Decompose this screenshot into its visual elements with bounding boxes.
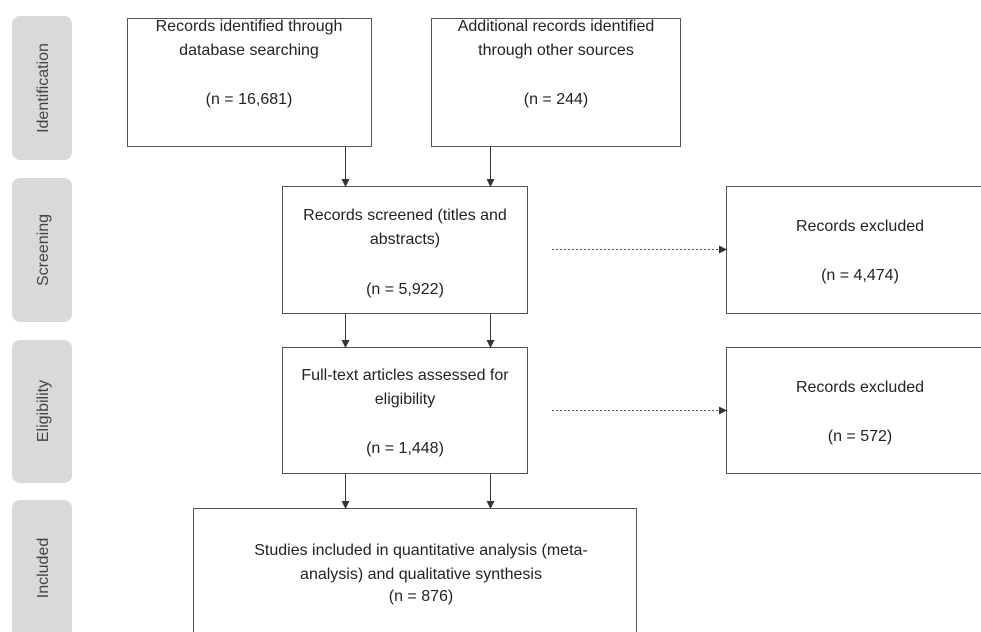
node-text: Records excluded bbox=[796, 379, 924, 396]
node-box bbox=[282, 186, 528, 314]
stage-bg bbox=[12, 340, 72, 483]
node-text: eligibility bbox=[375, 391, 435, 408]
node-box bbox=[193, 508, 637, 632]
node-text: Additional records identified bbox=[458, 18, 655, 35]
stage-label: Included bbox=[35, 538, 52, 599]
node-count: (n = 4,474) bbox=[821, 267, 899, 284]
node-text: analysis) and qualitative synthesis bbox=[300, 566, 542, 583]
node-box bbox=[726, 347, 981, 474]
node-text: database searching bbox=[179, 42, 319, 59]
node-text: Records excluded bbox=[796, 218, 924, 235]
node-count: (n = 244) bbox=[524, 91, 588, 108]
node-text: abstracts) bbox=[370, 231, 440, 248]
stage-bg bbox=[12, 500, 72, 632]
node-count: (n = 572) bbox=[828, 428, 892, 445]
stage-label: Screening bbox=[35, 214, 52, 286]
node-count: (n = 16,681) bbox=[206, 91, 293, 108]
node-count: (n = 1,448) bbox=[366, 440, 444, 457]
node-box bbox=[282, 347, 528, 474]
stage-bg bbox=[12, 16, 72, 160]
node-text: Studies included in quantitative analysi… bbox=[254, 542, 588, 559]
node-box bbox=[127, 18, 372, 147]
node-box bbox=[431, 18, 681, 147]
stage-bg bbox=[12, 178, 72, 322]
node-text: Records screened (titles and bbox=[303, 207, 507, 224]
node-count: (n = 5,922) bbox=[366, 281, 444, 298]
node-text: Full-text articles assessed for bbox=[301, 367, 509, 384]
node-count: (n = 876) bbox=[389, 588, 453, 605]
node-text: through other sources bbox=[478, 42, 634, 59]
node-box bbox=[726, 186, 981, 314]
stage-label: Identification bbox=[35, 43, 52, 133]
stage-label: Eligibility bbox=[35, 380, 52, 442]
node-text: Records identified through bbox=[156, 18, 343, 35]
